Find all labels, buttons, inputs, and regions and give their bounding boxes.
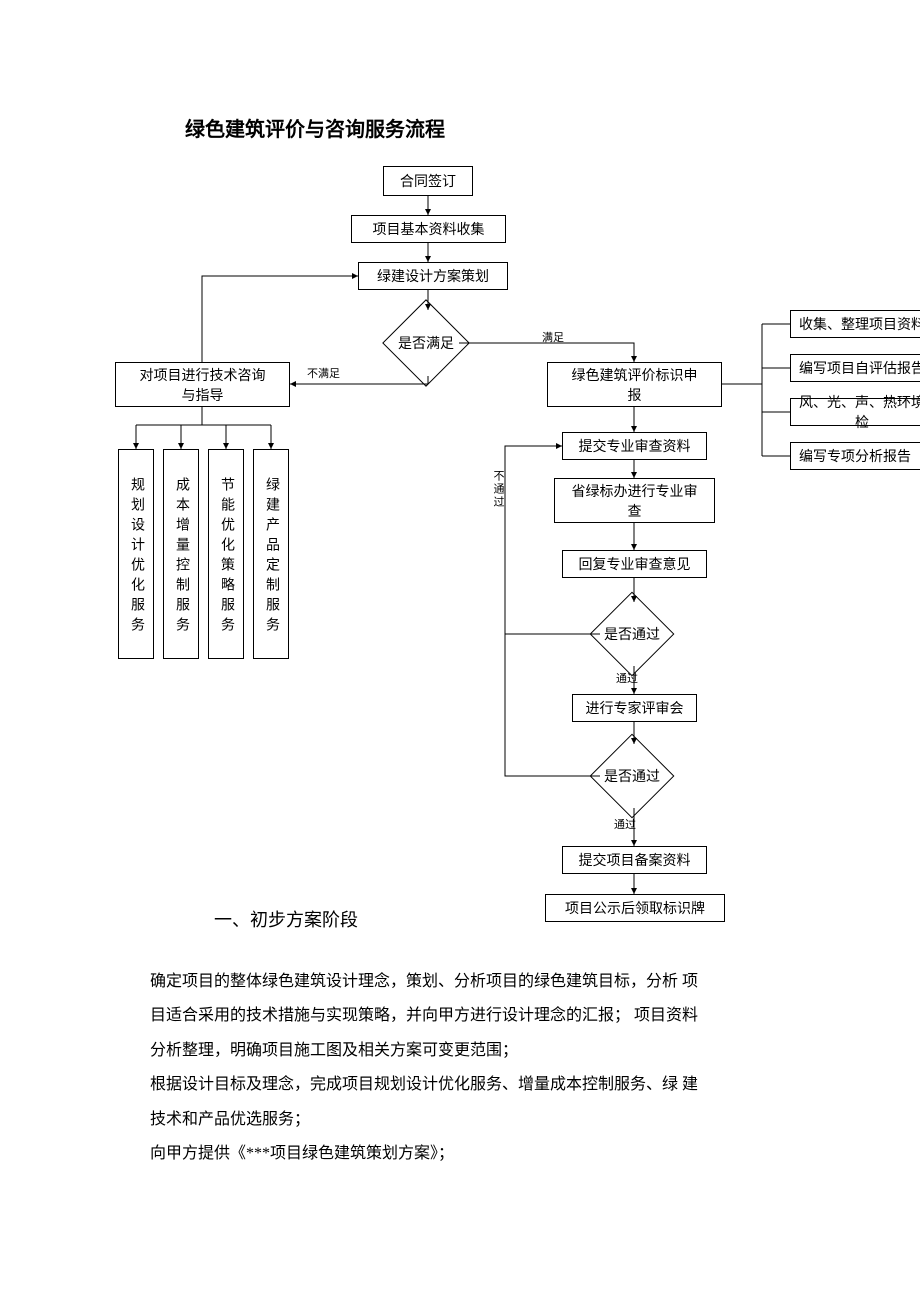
node-consulting: 对项目进行技术咨询 与指导 bbox=[115, 362, 290, 407]
body-line: 分析整理，明确项目施工图及相关方案可变更范围； bbox=[150, 1034, 870, 1068]
body-text: 确定项目的整体绿色建筑设计理念，策划、分析项目的绿色建筑目标，分析 项 目适合采… bbox=[150, 965, 870, 1171]
node-right-env: 风、光、声、热环境检 bbox=[790, 398, 920, 426]
node-service-energy: 节能优化策略服务 bbox=[208, 449, 244, 659]
body-line: 根据设计目标及理念，完成项目规划设计优化服务、增量成本控制服务、绿 建 bbox=[150, 1068, 870, 1102]
node-contract: 合同签订 bbox=[383, 166, 473, 196]
node-right-report: 编写专项分析报告 bbox=[790, 442, 920, 470]
edge-label-not-pass: 不通过 bbox=[490, 470, 506, 509]
node-green-plan: 绿建设计方案策划 bbox=[358, 262, 508, 290]
node-service-planning: 规划设计优化服务 bbox=[118, 449, 154, 659]
edge-label-pass-1: 通过 bbox=[616, 670, 638, 686]
node-right-collect: 收集、整理项目资料 bbox=[790, 310, 920, 338]
decision-pass-2: 是否通过 bbox=[602, 746, 662, 806]
body-line: 向甲方提供《***项目绿色建筑策划方案》； bbox=[150, 1137, 870, 1171]
body-line: 确定项目的整体绿色建筑设计理念，策划、分析项目的绿色建筑目标，分析 项 bbox=[150, 965, 870, 999]
decision-pass-1: 是否通过 bbox=[602, 604, 662, 664]
section-heading: 一、初步方案阶段 bbox=[214, 906, 358, 932]
node-collect-basic: 项目基本资料收集 bbox=[351, 215, 506, 243]
edge-label-pass-2: 通过 bbox=[614, 816, 636, 832]
node-prov-review: 省绿标办进行专业审 查 bbox=[554, 478, 715, 523]
node-right-selfeval: 编写项目自评估报告 bbox=[790, 354, 920, 382]
node-reply-review: 回复专业审查意见 bbox=[562, 550, 707, 578]
edge-label-satisfy: 满足 bbox=[542, 329, 564, 345]
edge-label-not-satisfy: 不满足 bbox=[307, 365, 340, 381]
page: 绿色建筑评价与咨询服务流程 bbox=[0, 0, 920, 1303]
node-submit-record: 提交项目备案资料 bbox=[562, 846, 707, 874]
node-submit-review: 提交专业审查资料 bbox=[562, 432, 707, 460]
page-title: 绿色建筑评价与咨询服务流程 bbox=[185, 113, 445, 142]
node-expert-meeting: 进行专家评审会 bbox=[572, 694, 697, 722]
decision-satisfy: 是否满足 bbox=[395, 312, 457, 374]
node-apply: 绿色建筑评价标识申 报 bbox=[547, 362, 722, 407]
body-line: 技术和产品优选服务； bbox=[150, 1103, 870, 1137]
node-collect-plaque: 项目公示后领取标识牌 bbox=[545, 894, 725, 922]
node-service-product: 绿建产品定制服务 bbox=[253, 449, 289, 659]
body-line: 目适合采用的技术措施与实现策略，并向甲方进行设计理念的汇报； 项目资料 bbox=[150, 999, 870, 1033]
node-service-cost: 成本增量控制服务 bbox=[163, 449, 199, 659]
